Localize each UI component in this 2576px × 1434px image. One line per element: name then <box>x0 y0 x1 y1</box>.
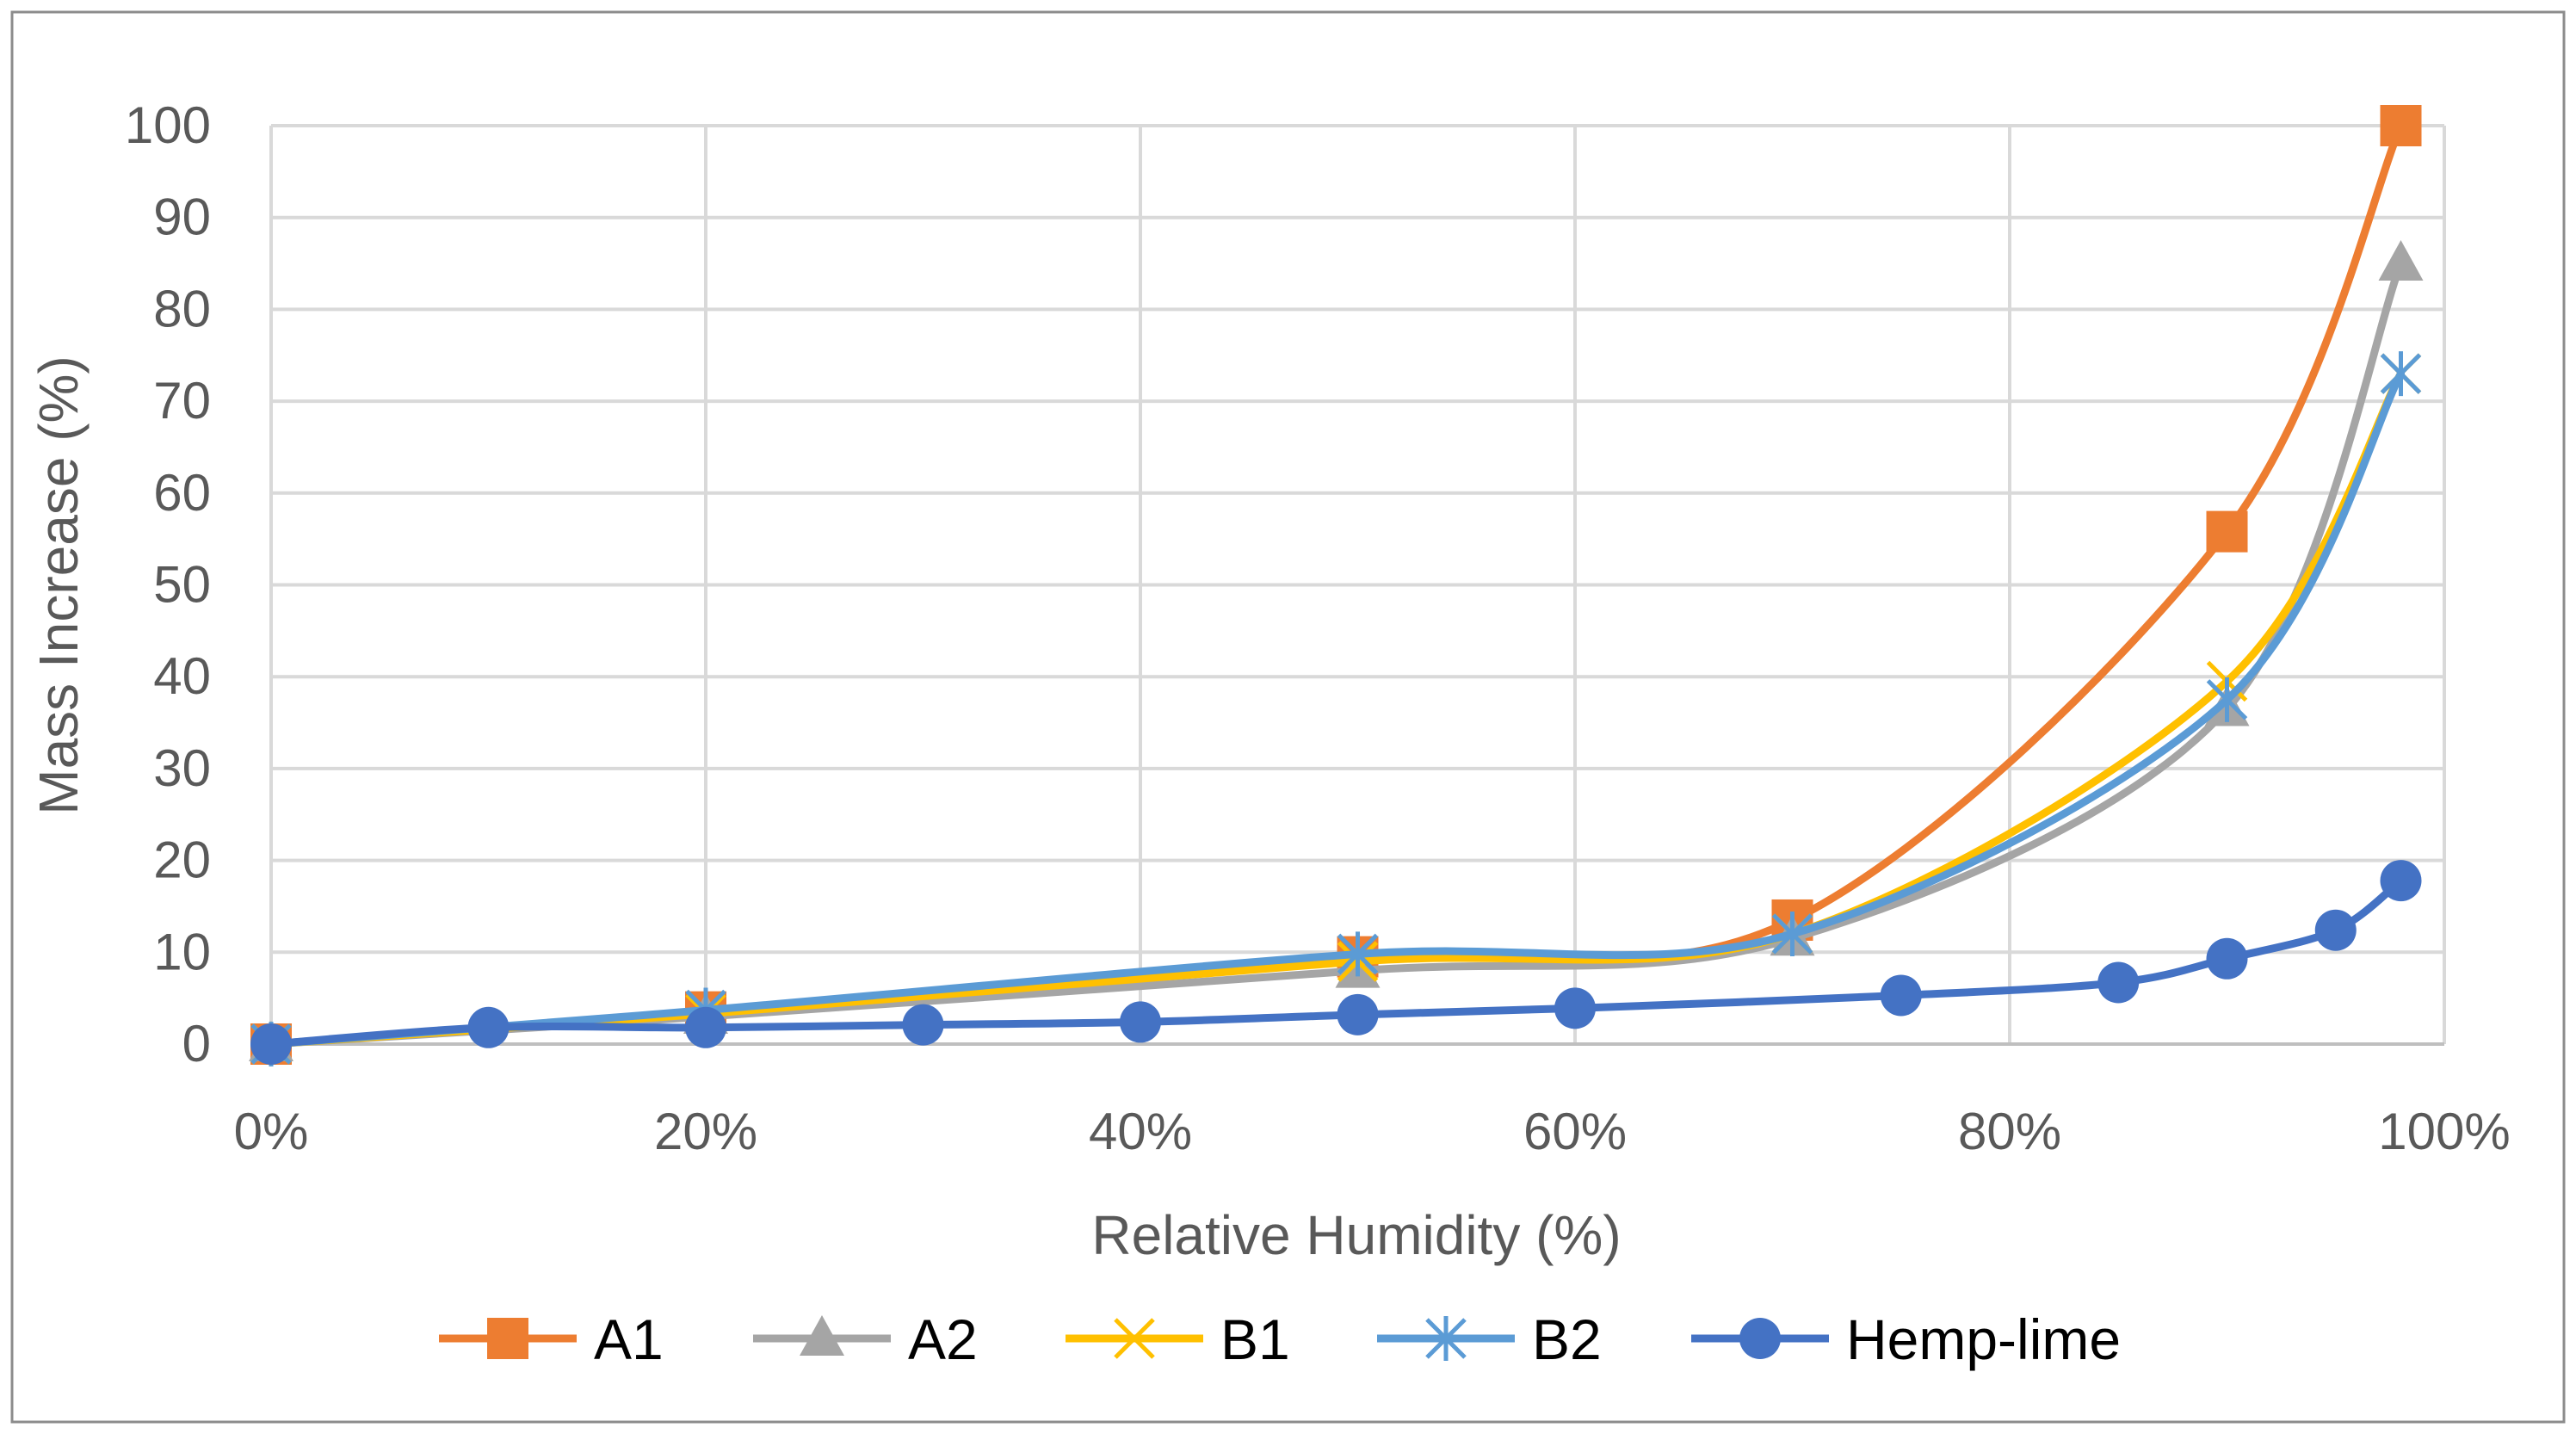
x-tick-label: 100% <box>2378 1103 2510 1160</box>
legend-label: A1 <box>594 1307 664 1371</box>
x-tick-label: 80% <box>1958 1103 2061 1160</box>
data-point-hemp-lime <box>1120 1001 1161 1043</box>
data-point-hemp-lime <box>250 1023 292 1065</box>
legend-item-hemp-lime: Hemp-lime <box>1691 1307 2121 1371</box>
data-point-b2 <box>2206 677 2248 722</box>
y-tick-label: 80 <box>153 280 211 337</box>
legend-label: Hemp-lime <box>1846 1307 2121 1371</box>
legend-item-a2: A2 <box>753 1307 978 1371</box>
data-point-b2 <box>1771 911 1813 956</box>
data-point-hemp-lime <box>2097 961 2140 1004</box>
x-axis-ticks: 0% 20% 40% 60% 80% 100% <box>234 1103 2511 1160</box>
data-point-a1 <box>2380 105 2422 146</box>
legend-swatch-marker <box>1114 1318 1155 1359</box>
data-point-hemp-lime <box>2380 860 2422 902</box>
legend-label: A2 <box>908 1307 978 1371</box>
series-line-hemp-lime <box>267 876 2405 1048</box>
data-point-hemp-lime <box>1554 987 1596 1029</box>
y-tick-label: 0 <box>182 1015 211 1072</box>
legend-swatch-marker <box>487 1318 528 1359</box>
series-group <box>249 105 2424 1066</box>
data-point-hemp-lime <box>902 1004 944 1046</box>
x-tick-label: 60% <box>1523 1103 1627 1160</box>
data-point-b2 <box>1337 931 1379 977</box>
x-tick-label: 20% <box>654 1103 757 1160</box>
y-tick-label: 20 <box>153 831 211 889</box>
data-point-hemp-lime <box>1880 974 1922 1017</box>
y-tick-label: 10 <box>153 923 211 980</box>
series-hemp-lime <box>250 860 2422 1065</box>
y-tick-label: 30 <box>153 739 211 797</box>
legend-item-b2: B2 <box>1377 1307 1602 1371</box>
y-axis-title: Mass Increase (%) <box>28 355 90 814</box>
y-tick-label: 100 <box>125 96 211 154</box>
legend-item-a1: A1 <box>439 1307 664 1371</box>
legend-swatch-marker <box>800 1315 844 1356</box>
legend-label: B1 <box>1220 1307 1290 1371</box>
data-point-hemp-lime <box>2206 937 2248 980</box>
gridlines <box>269 124 2446 1044</box>
data-point-hemp-lime <box>685 1006 726 1048</box>
y-tick-label: 90 <box>153 189 211 246</box>
chart-frame <box>10 10 2566 1424</box>
y-tick-label: 40 <box>153 647 211 705</box>
legend-label: B2 <box>1532 1307 1602 1371</box>
data-point-b2 <box>2380 351 2422 397</box>
legend-swatch-marker <box>1739 1318 1781 1359</box>
y-tick-label: 50 <box>153 556 211 614</box>
y-tick-label: 60 <box>153 464 211 522</box>
data-point-hemp-lime <box>2314 909 2357 951</box>
series-b2 <box>250 351 2422 1066</box>
y-axis-ticks: 0 10 20 30 40 50 60 70 80 90 100 <box>125 96 211 1072</box>
legend-item-b1: B1 <box>1066 1307 1290 1371</box>
x-axis-title: Relative Humidity (%) <box>1091 1204 1621 1266</box>
x-tick-label: 40% <box>1089 1103 1192 1160</box>
y-tick-label: 70 <box>153 372 211 430</box>
x-tick-label: 0% <box>234 1103 309 1160</box>
legend-swatch-marker <box>1425 1316 1467 1361</box>
data-point-a1 <box>2206 510 2248 553</box>
legend: A1 A2 B1 B2 Hemp-lime <box>439 1307 2121 1371</box>
data-point-hemp-lime <box>1337 993 1379 1035</box>
data-point-a2 <box>2378 240 2424 281</box>
data-point-hemp-lime <box>467 1006 510 1048</box>
